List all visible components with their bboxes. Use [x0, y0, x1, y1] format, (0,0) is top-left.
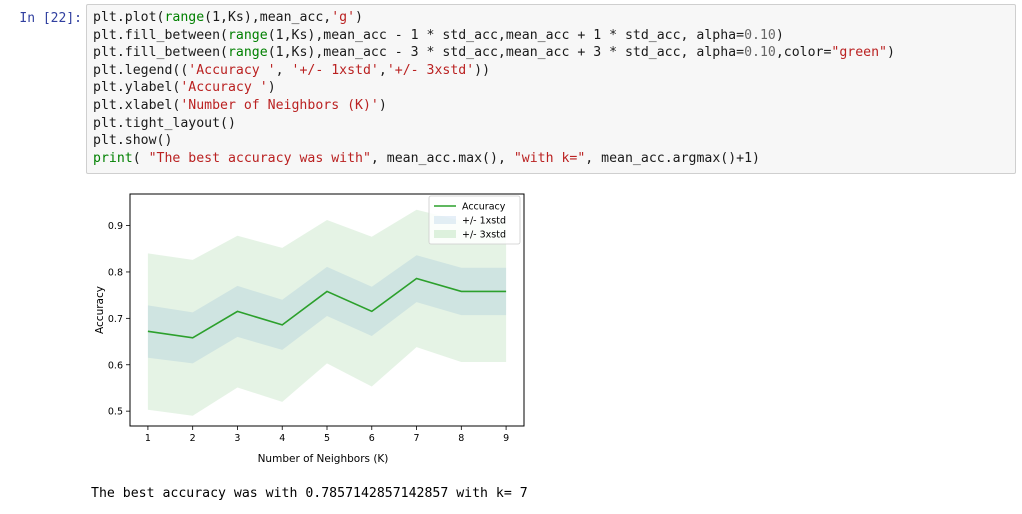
code-line: plt.show() — [93, 132, 1009, 150]
code-line: plt.xlabel('Number of Neighbors (K)') — [93, 97, 1009, 115]
code-editor[interactable]: plt.plot(range(1,Ks),mean_acc,'g') plt.fi… — [93, 9, 1009, 167]
code-token: ) — [886, 45, 895, 61]
code-token: plt.fill_between( — [93, 27, 228, 43]
legend-label: +/- 1xstd — [462, 216, 506, 227]
code-token: ) — [378, 97, 387, 113]
y-tick-label: 0.5 — [108, 407, 123, 418]
code-token: range — [164, 10, 205, 25]
code-token: plt.tight_layout() — [93, 115, 236, 131]
chart-output: 1 2 3 4 5 6 7 8 9 0.5 0.6 0.7 0.8 0.9 Number of Neig… — [90, 186, 530, 476]
code-token: 0.10 — [744, 45, 776, 61]
code-line: print( "The best accuracy was with", mea… — [93, 150, 1009, 168]
code-token: 'g' — [331, 10, 356, 25]
y-tick-label: 0.7 — [108, 314, 123, 325]
code-token: plt.fill_between( — [93, 45, 228, 61]
code-token: )) — [474, 62, 491, 78]
cell-output-text: The best accuracy was with 0.78571428571… — [91, 486, 528, 501]
legend-label: Accuracy — [462, 202, 506, 213]
code-token: plt.plot( — [93, 10, 165, 25]
code-token: (1,Ks),mean_acc - 3 * std_acc,mean_acc +… — [267, 45, 745, 61]
code-token: plt.show() — [93, 133, 173, 149]
code-cell-input[interactable]: plt.plot(range(1,Ks),mean_acc,'g') plt.fi… — [86, 4, 1016, 174]
code-token: , mean_acc.max(), — [370, 150, 514, 166]
code-token: ) — [775, 27, 784, 43]
code-token: plt.xlabel( — [93, 97, 181, 113]
code-line: plt.tight_layout() — [93, 115, 1009, 133]
band-3xstd — [147, 209, 507, 416]
code-token: ) — [267, 80, 276, 96]
code-token: '+/- 3xstd' — [386, 62, 475, 78]
x-tick-label: 6 — [369, 433, 375, 444]
code-token: plt.legend(( — [93, 62, 189, 78]
code-line: plt.ylabel('Accuracy ') — [93, 79, 1009, 97]
legend-band-swatch — [434, 216, 456, 224]
code-token: 'Accuracy ' — [180, 80, 268, 96]
y-axis-label: Accuracy — [94, 286, 106, 334]
code-token: plt.ylabel( — [93, 80, 181, 96]
y-tick-label: 0.8 — [108, 267, 123, 278]
code-token: (1,Ks),mean_acc - 1 * std_acc,mean_acc +… — [267, 27, 745, 43]
y-tick-label: 0.6 — [108, 360, 123, 371]
legend-box — [428, 195, 521, 245]
accuracy-chart: 1 2 3 4 5 6 7 8 9 0.5 0.6 0.7 0.8 0.9 Number of Neig… — [94, 193, 525, 465]
x-tick-label: 2 — [190, 433, 196, 444]
x-tick-label: 8 — [458, 433, 464, 444]
code-token: "The best accuracy was with" — [148, 150, 371, 166]
code-token: "with k=" — [513, 150, 586, 166]
band-1xstd — [147, 255, 507, 364]
code-token: 'Accuracy ' — [188, 62, 276, 78]
code-token: range — [227, 45, 268, 61]
code-line: plt.legend(('Accuracy ', '+/- 1xstd','+/… — [93, 62, 1009, 80]
code-token: ) — [355, 10, 363, 25]
x-tick-label: 3 — [234, 433, 240, 444]
x-tick-label: 9 — [503, 433, 509, 444]
chart-legend: Accuracy +/- 1xstd +/- 3xstd — [428, 195, 521, 245]
code-token: 0.10 — [744, 27, 776, 43]
code-token: range — [227, 27, 268, 43]
x-tick-label: 7 — [414, 433, 420, 444]
code-line: plt.fill_between(range(1,Ks),mean_acc - … — [93, 27, 1009, 45]
code-token: 'Number of Neighbors (K)' — [180, 97, 379, 113]
legend-band-swatch — [434, 230, 456, 238]
legend-label: +/- 3xstd — [462, 230, 506, 241]
code-token: , — [378, 62, 387, 78]
x-axis-label: Number of Neighbors (K) — [258, 453, 389, 465]
x-tick-label: 5 — [324, 433, 330, 444]
x-tick-label: 4 — [279, 433, 285, 444]
code-token: (1,Ks),mean_acc, — [204, 10, 332, 25]
code-token: "green" — [831, 45, 887, 61]
code-token: ,color= — [775, 45, 832, 61]
code-token: , — [275, 62, 292, 78]
code-token: ( — [132, 150, 149, 166]
x-tick-label: 1 — [145, 433, 151, 444]
cell-prompt: In [22]: — [19, 11, 82, 26]
y-tick-label: 0.9 — [108, 221, 123, 232]
code-line: plt.fill_between(range(1,Ks),mean_acc - … — [93, 44, 1009, 62]
code-token: '+/- 1xstd' — [291, 62, 379, 78]
code-token: print — [93, 150, 133, 166]
accuracy-line — [147, 277, 507, 339]
code-line: plt.plot(range(1,Ks),mean_acc,'g') — [93, 9, 1009, 27]
code-token: , mean_acc.argmax()+1) — [585, 150, 760, 166]
